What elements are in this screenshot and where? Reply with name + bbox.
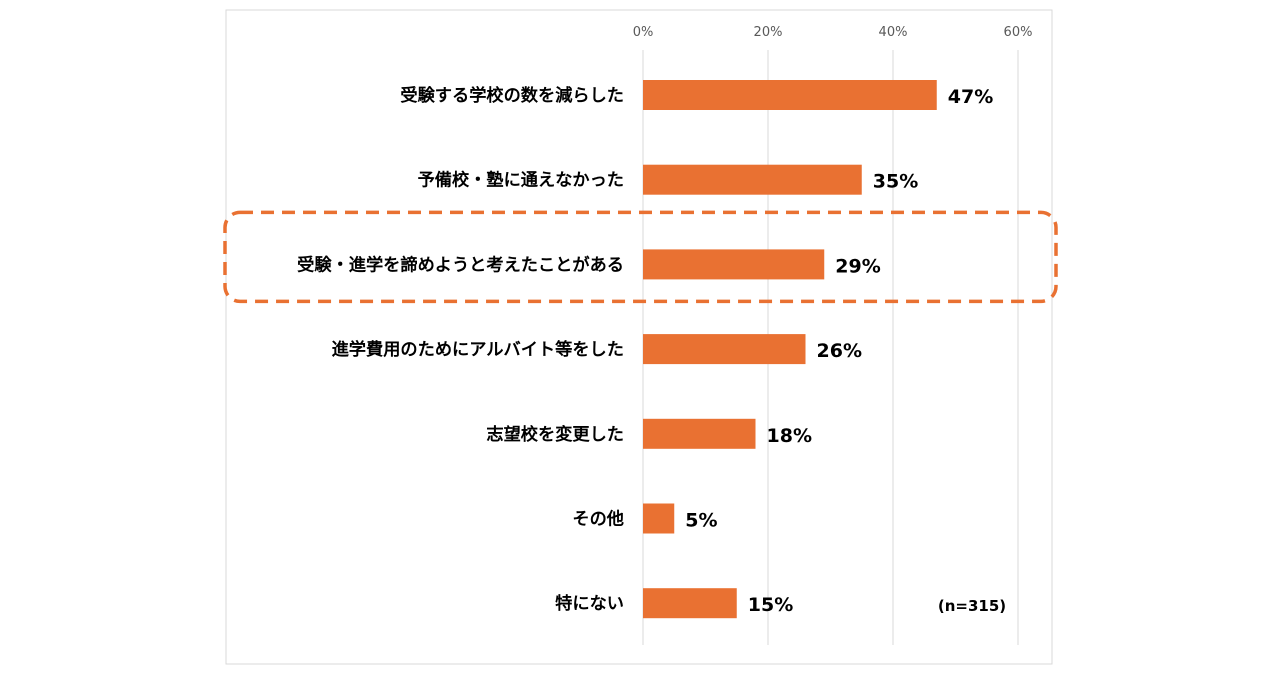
x-tick-label: 20% xyxy=(754,25,783,40)
bar xyxy=(643,80,937,110)
category-labels: 受験する学校の数を減らした予備校・塾に通えなかった受験・進学を諦めようと考えたこ… xyxy=(297,85,624,614)
x-tick-label: 0% xyxy=(633,25,654,40)
value-label: 26% xyxy=(817,340,862,362)
category-label: 予備校・塾に通えなかった xyxy=(418,170,624,191)
bar xyxy=(643,418,756,449)
bar xyxy=(643,334,806,365)
x-axis-ticks: 0% 20% 40% 60% xyxy=(633,25,1033,40)
bar xyxy=(643,164,862,195)
value-label: 5% xyxy=(685,510,717,532)
bar xyxy=(643,503,675,534)
category-label: 進学費用のためにアルバイト等をした xyxy=(332,339,624,360)
sample-size-note: (n=315) xyxy=(938,597,1006,615)
category-label: 受験する学校の数を減らした xyxy=(400,85,624,106)
category-label: 志望校を変更した xyxy=(486,424,624,445)
bars xyxy=(643,80,937,619)
x-tick-label: 40% xyxy=(879,25,908,40)
category-label: 受験・進学を諦めようと考えたことがある xyxy=(297,254,624,275)
category-label: その他 xyxy=(572,509,624,530)
chart-frame xyxy=(225,9,1053,665)
value-label: 15% xyxy=(748,594,793,616)
value-labels: 47% 35% 29% 26% 18% 5% 15% xyxy=(685,86,993,616)
x-tick-label: 60% xyxy=(1004,25,1033,40)
value-label: 35% xyxy=(873,171,918,193)
value-label: 47% xyxy=(948,86,993,108)
value-label: 18% xyxy=(767,425,812,447)
category-label: 特にない xyxy=(555,593,624,614)
value-label: 29% xyxy=(835,255,880,277)
bar xyxy=(643,588,737,619)
bar xyxy=(643,249,825,280)
highlight-box xyxy=(223,210,1058,304)
